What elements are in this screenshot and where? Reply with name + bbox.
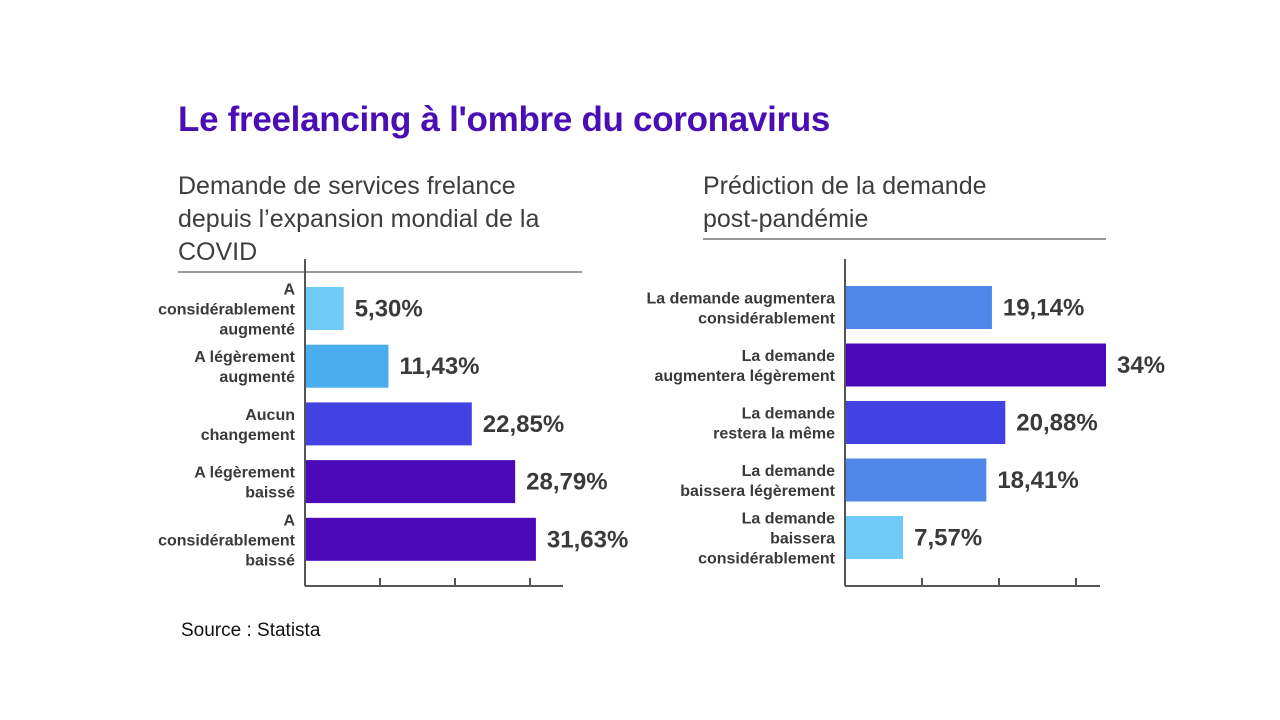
value-label-4: 18,41%	[997, 467, 1078, 494]
bar-3	[305, 402, 472, 446]
value-label-1: 5,30%	[355, 296, 423, 323]
bar-3	[845, 401, 1006, 444]
page-title: Le freelancing à l'ombre du coronavirus	[178, 100, 831, 139]
category-label-2: A légèrement augmenté	[194, 349, 295, 386]
category-label-3: La demande restera la même	[713, 406, 835, 443]
chart-2: 19,14% La demande augmentera considérablem…	[647, 259, 1165, 587]
source-note: Source : Statista	[181, 620, 321, 641]
left-chart-title: Demande de services frelance depuis l’ex…	[178, 170, 582, 273]
bar-2	[305, 344, 389, 388]
category-label-5: La demande baissera considérablement	[698, 511, 836, 568]
value-label-5: 7,57%	[914, 525, 982, 552]
bar-5	[305, 517, 536, 561]
value-label-3: 22,85%	[483, 411, 564, 438]
category-label-2: La demande augmentera légèrement	[654, 348, 835, 385]
right-chart-title: Prédiction de la demande post-pandémie	[703, 170, 1106, 240]
bar-2	[845, 343, 1106, 387]
bar-5	[845, 516, 904, 559]
value-label-1: 19,14%	[1003, 295, 1084, 322]
category-label-3: Aucun changement	[201, 407, 296, 444]
bar-1	[845, 286, 992, 329]
value-label-3: 20,88%	[1016, 410, 1097, 437]
bar-1	[305, 287, 344, 330]
category-label-1: La demande augmentera considérablement	[647, 291, 836, 328]
value-label-2: 11,43%	[399, 353, 479, 380]
value-label-5: 31,63%	[547, 526, 628, 553]
value-label-4: 28,79%	[526, 469, 607, 496]
value-label-2: 34%	[1117, 352, 1165, 379]
category-label-4: A légèrement baissé	[194, 465, 295, 502]
bar-4	[305, 460, 516, 504]
chart-1: 5,30% A considérablement augmenté 11,43% A lé…	[158, 259, 628, 587]
category-label-4: La demande baissera légèrement	[680, 463, 835, 500]
bar-4	[845, 458, 987, 502]
